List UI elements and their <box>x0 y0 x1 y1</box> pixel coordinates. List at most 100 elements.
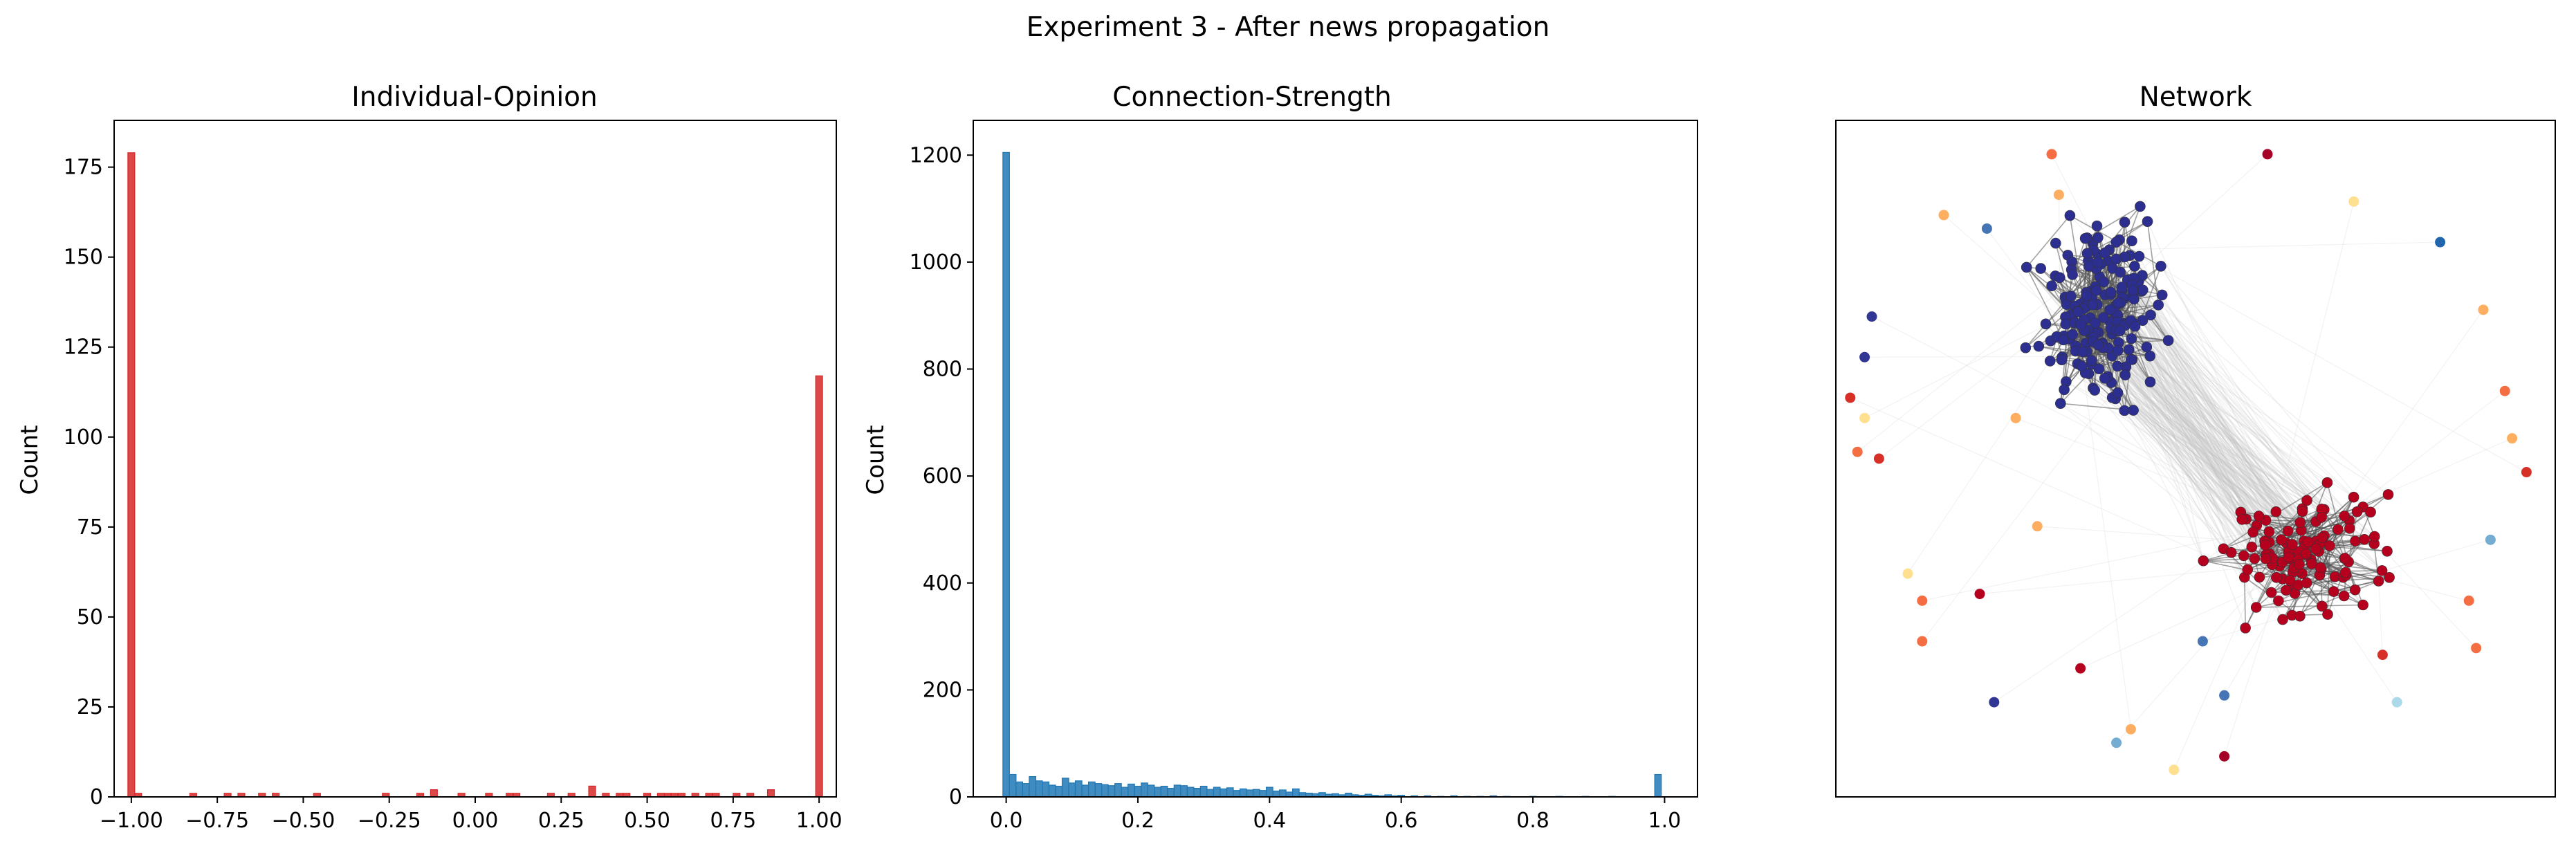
network-node <box>2373 576 2384 587</box>
network-node <box>2463 595 2474 606</box>
network-node <box>2119 217 2131 228</box>
network-node <box>2128 293 2140 305</box>
network-node <box>2263 526 2275 537</box>
network-node <box>2197 636 2208 647</box>
x-tick-label: 0.4 <box>1253 809 1286 833</box>
y-tick-label: 125 <box>64 335 103 360</box>
network-node <box>2316 511 2327 523</box>
histogram-bar <box>127 152 136 798</box>
histogram-bar <box>1114 783 1122 798</box>
network-node <box>2144 376 2156 388</box>
network-node <box>2376 565 2388 576</box>
network-node <box>2294 517 2306 528</box>
network-node <box>2033 340 2045 352</box>
network-node <box>2225 546 2237 558</box>
network-node <box>2357 599 2368 611</box>
network-node <box>2081 290 2092 301</box>
y-tick-label: 1000 <box>910 250 962 275</box>
network-node <box>2284 575 2296 586</box>
network-node <box>2391 697 2402 708</box>
plot-frame <box>1835 120 2556 798</box>
network-edge <box>2110 294 2289 532</box>
histogram-bar <box>1134 785 1142 798</box>
network-edge <box>2116 329 2330 546</box>
network-node <box>2050 237 2061 249</box>
network-edge <box>2149 381 2254 533</box>
panel-title: Individual-Opinion <box>351 82 598 113</box>
figure-title: Experiment 3 - After news propagation <box>1027 12 1550 43</box>
x-tick-label: −0.75 <box>185 809 249 833</box>
histogram-bar <box>1121 787 1129 798</box>
network-node <box>2066 291 2077 302</box>
network-node <box>2127 284 2138 296</box>
histogram-bar <box>1154 787 1161 798</box>
network-edge <box>2101 342 2301 523</box>
network-node <box>2236 514 2247 525</box>
network-node <box>2040 318 2052 330</box>
x-tick-label: 1.00 <box>796 809 843 833</box>
network-node <box>2113 344 2124 356</box>
network-node <box>2294 610 2306 622</box>
network-edge <box>2120 302 2319 552</box>
network-edge <box>2146 347 2319 552</box>
network-node <box>2098 276 2110 288</box>
network-edge <box>2117 365 2349 562</box>
network-edge <box>2123 298 2302 531</box>
network-node <box>2377 650 2388 661</box>
y-tick-label: 200 <box>923 678 962 702</box>
x-tick-label: 0.25 <box>538 809 585 833</box>
network-node <box>2349 584 2361 596</box>
network-node <box>2282 525 2294 537</box>
x-tick-label: 0.50 <box>624 809 670 833</box>
network-node <box>2105 286 2117 298</box>
network-node <box>2053 190 2064 201</box>
network-node <box>2246 541 2258 553</box>
network-edge <box>2051 154 2279 601</box>
network-edge <box>2075 345 2308 501</box>
network-node <box>2123 344 2135 356</box>
network-edge <box>2132 289 2371 513</box>
network-edge <box>2102 343 2257 608</box>
network-edge <box>2139 256 2527 473</box>
network-node <box>2067 329 2078 340</box>
network-node <box>2098 312 2109 323</box>
network-node <box>1917 636 1928 647</box>
network-node <box>2339 511 2350 522</box>
network-edge <box>2123 323 2389 495</box>
network-node <box>2169 764 2180 775</box>
network-node <box>2315 562 2326 573</box>
network-node <box>1917 595 1928 606</box>
network-node <box>2044 356 2056 367</box>
network-node <box>2368 531 2380 542</box>
network-edge <box>2141 291 2322 510</box>
network-node <box>2219 690 2230 701</box>
histogram-bar <box>1180 785 1188 798</box>
histogram-bar <box>1061 778 1069 798</box>
network-node <box>2262 149 2273 160</box>
network-node <box>2348 491 2359 503</box>
histogram-bar <box>1068 782 1076 798</box>
network-node <box>2112 360 2123 372</box>
network-node <box>1989 697 2000 708</box>
y-tick-label: 150 <box>64 246 103 270</box>
y-tick-label: 800 <box>923 358 962 382</box>
network-node <box>2091 220 2103 232</box>
network-node <box>2300 548 2312 560</box>
histogram-bar <box>1252 789 1260 798</box>
histogram-bar <box>1272 790 1280 798</box>
network-node <box>2301 577 2312 589</box>
network-node <box>1974 589 1985 600</box>
x-tick-label: −0.25 <box>358 809 421 833</box>
network-node <box>2126 354 2137 365</box>
network-edge <box>2137 286 2306 548</box>
network-node <box>2301 495 2312 506</box>
histogram-bar <box>1265 787 1273 798</box>
network-node <box>2090 318 2101 329</box>
network-node <box>2324 540 2335 551</box>
axis-ticks: −1.00 −0.75 −0.50 −0.25 0.00 0.25 0.50 0.75 1.00… <box>64 156 843 833</box>
network-node <box>2310 543 2321 555</box>
network-edge <box>2128 349 2350 529</box>
network-edge <box>2117 392 2317 550</box>
network-node <box>2521 467 2532 478</box>
